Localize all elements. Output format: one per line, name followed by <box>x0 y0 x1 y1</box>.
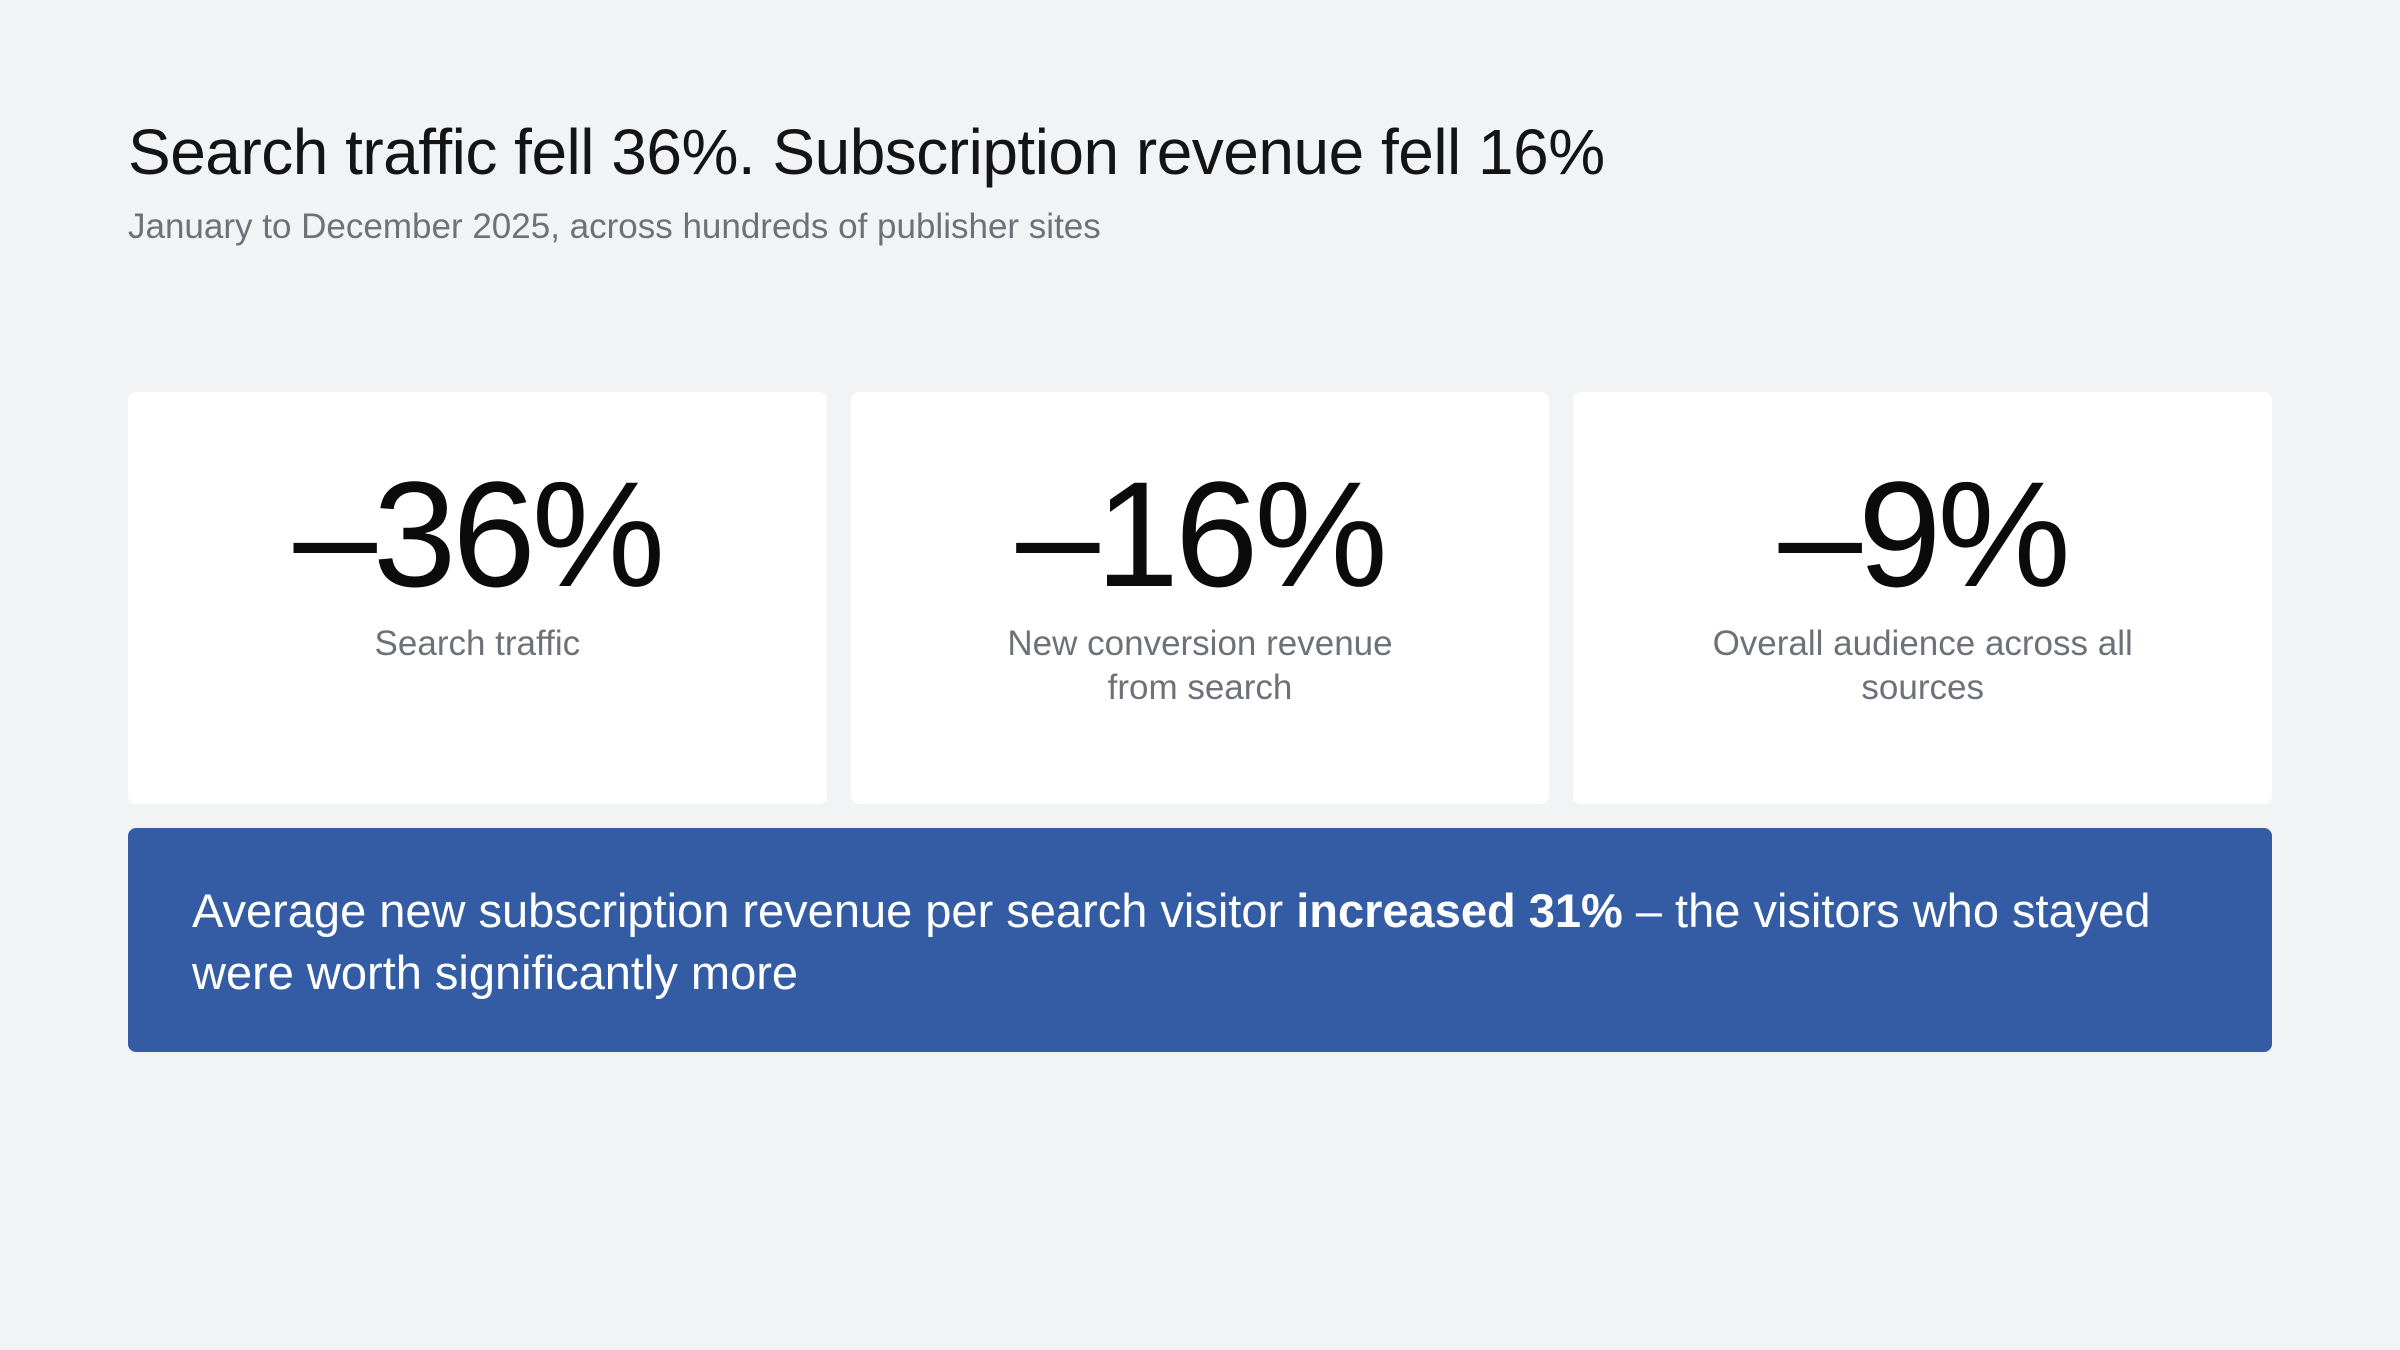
stat-card-overall-audience: –9% Overall audience across all sources <box>1573 392 2273 804</box>
header: Search traffic fell 36%. Subscription re… <box>128 112 2272 250</box>
stat-value: –9% <box>1778 450 2071 618</box>
stat-card-conversion-revenue: –16% New conversion revenue from search <box>850 392 1550 804</box>
stat-label: Overall audience across all sources <box>1712 624 2133 707</box>
stat-card-search-traffic: –36% Search traffic <box>128 392 827 804</box>
callout-highlight: increased 31% <box>1296 884 1623 937</box>
stat-value: –16% <box>1016 450 1388 618</box>
stat-cards: –36% Search traffic –16% New conversion … <box>128 392 2273 804</box>
callout-banner: Average new subscription revenue per sea… <box>128 828 2272 1052</box>
page-subtitle: January to December 2025, across hundred… <box>128 207 1101 246</box>
page-title: Search traffic fell 36%. Subscription re… <box>128 116 1605 188</box>
callout-text-after: – the visitors who stayed were worth sig… <box>192 884 2151 999</box>
callout-text-before: Average new subscription revenue per sea… <box>192 884 1297 937</box>
stat-label: New conversion revenue from search <box>1007 624 1393 707</box>
stat-label: Search traffic <box>374 624 581 663</box>
stat-value: –36% <box>293 450 666 618</box>
